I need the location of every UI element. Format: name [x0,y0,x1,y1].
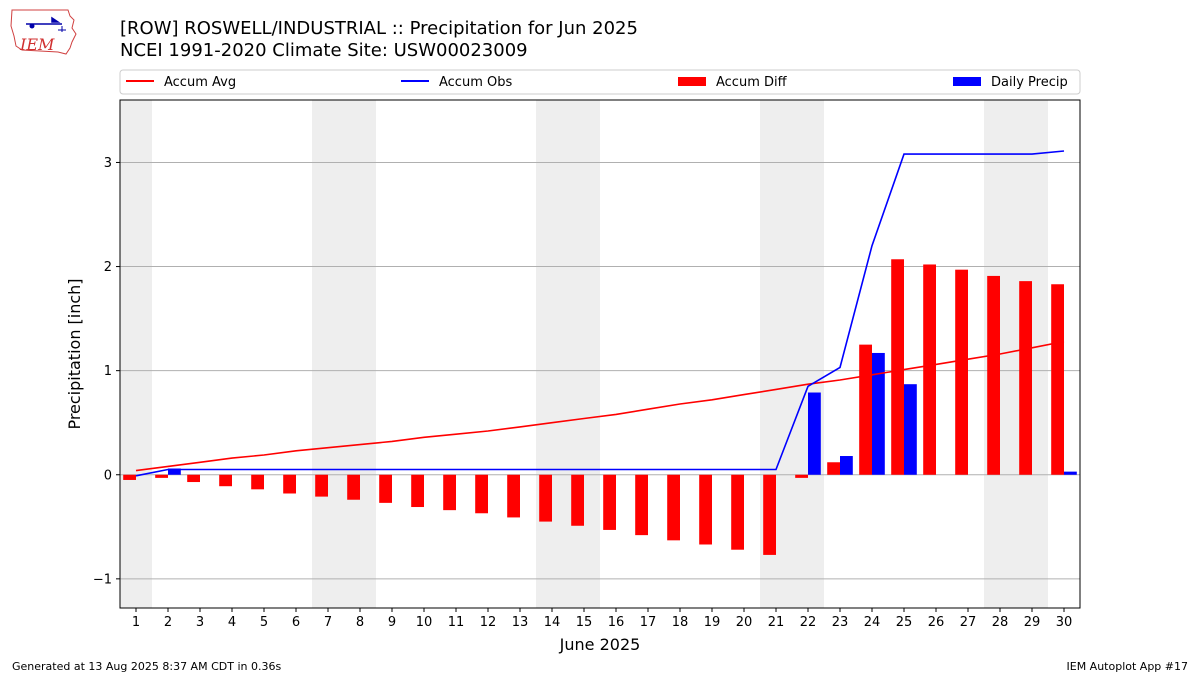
diff-bar [155,474,168,478]
daily-bar [808,392,821,475]
diff-bar [571,474,584,526]
x-tick-label: 15 [576,615,593,630]
app-note: IEM Autoplot App #17 [1066,660,1189,673]
legend-swatch [953,77,981,86]
y-tick-label: 2 [104,260,112,275]
weekend-band [344,100,376,608]
diff-bar [411,474,424,508]
x-tick-label: 27 [960,615,977,630]
chart-title: [ROW] ROSWELL/INDUSTRIAL :: Precipitatio… [120,18,638,39]
x-tick-label: 12 [480,615,497,630]
x-tick-label: 25 [896,615,913,630]
x-tick-label: 1 [132,615,140,630]
y-tick-label: 1 [104,364,112,379]
weekend-band [536,100,568,608]
generated-note: Generated at 13 Aug 2025 8:37 AM CDT in … [12,660,282,673]
x-tick-label: 4 [228,615,236,630]
diff-bar [731,474,744,550]
diff-bar [699,474,712,545]
weekend-band [792,100,824,608]
x-axis-label: June 2025 [559,635,641,654]
y-tick-label: −1 [93,572,112,587]
daily-bar [904,384,917,475]
diff-bar [283,474,296,494]
diff-bar [923,264,936,475]
diff-bar [539,474,552,522]
x-tick-label: 19 [704,615,721,630]
y-tick-label: 0 [104,468,112,483]
x-tick-label: 7 [324,615,332,630]
x-tick-label: 11 [448,615,465,630]
legend-label: Accum Diff [716,75,788,90]
diff-bar [123,474,136,480]
legend-swatch [678,77,706,86]
diff-bar [955,269,968,475]
chart-subtitle: NCEI 1991-2020 Climate Site: USW00023009 [120,40,528,61]
x-tick-label: 18 [672,615,689,630]
legend-label: Accum Obs [439,75,512,90]
legend-label: Daily Precip [991,75,1068,90]
legend-box [119,69,1081,95]
x-tick-label: 8 [356,615,364,630]
diff-bar [667,474,680,541]
diff-bar [379,474,392,503]
weekend-band [568,100,600,608]
daily-bar [168,468,181,475]
x-tick-label: 9 [388,615,396,630]
diff-bar [635,474,648,536]
daily-bar [872,352,885,475]
x-tick-label: 30 [1056,615,1073,630]
x-tick-label: 23 [832,615,849,630]
diff-bar [1051,284,1064,475]
x-tick-label: 22 [800,615,817,630]
diff-bar [507,474,520,518]
x-tick-label: 13 [512,615,529,630]
weekend-band [312,100,344,608]
x-tick-label: 10 [416,615,433,630]
x-tick-label: 2 [164,615,172,630]
diff-bar [443,474,456,511]
plot-frame [119,99,1081,609]
diff-bar [763,474,776,555]
x-tick-label: 24 [864,615,881,630]
x-tick-label: 28 [992,615,1009,630]
x-tick-label: 3 [196,615,204,630]
accum-avg-line [135,340,1065,472]
logo-text: IEM [19,35,55,54]
x-tick-label: 20 [736,615,753,630]
y-axis-label: Precipitation [inch] [65,278,84,429]
diff-bar [795,474,808,478]
daily-bar [1064,471,1077,475]
y-tick-label: 3 [104,156,112,171]
diff-bar [347,474,360,500]
x-tick-label: 17 [640,615,657,630]
accum-obs-line [135,150,1065,477]
diff-bar [1019,281,1032,475]
daily-bar [840,456,853,475]
iem-logo: IEM [8,6,80,62]
diff-bar [827,462,840,475]
x-tick-label: 26 [928,615,945,630]
diff-bar [219,474,232,487]
diff-bar [315,474,328,497]
diff-bar [187,474,200,483]
diff-bar [603,474,616,530]
x-tick-label: 29 [1024,615,1041,630]
legend-label: Accum Avg [164,75,236,90]
x-tick-label: 14 [544,615,561,630]
x-tick-label: 21 [768,615,785,630]
diff-bar [987,275,1000,475]
diff-bar [859,344,872,475]
x-tick-label: 5 [260,615,268,630]
x-tick-label: 16 [608,615,625,630]
diff-bar [891,259,904,475]
diff-bar [475,474,488,514]
weekend-band [120,100,152,608]
diff-bar [251,474,264,490]
x-tick-label: 6 [292,615,300,630]
